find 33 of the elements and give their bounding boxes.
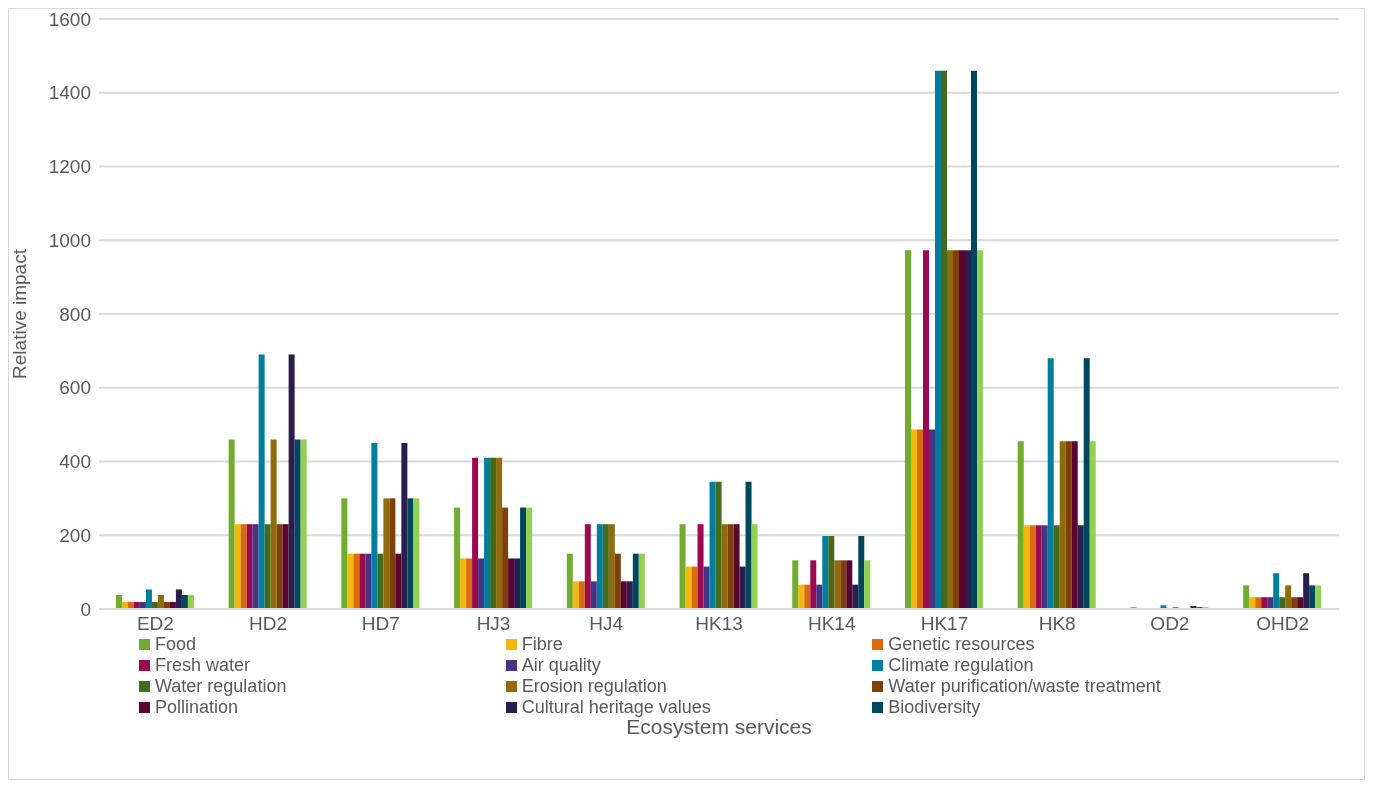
y-tick-label: 200 — [59, 524, 91, 546]
y-axis-title: Relative impact — [8, 248, 30, 379]
y-tick-label: 1400 — [48, 82, 91, 104]
legend-label: Fibre — [521, 634, 563, 655]
y-tick-label: 400 — [59, 451, 91, 473]
x-tick-label: HK13 — [695, 613, 743, 635]
x-tick-label: HJ3 — [476, 613, 511, 635]
legend-label: Air quality — [521, 655, 601, 676]
legend-label: Fresh water — [155, 655, 251, 676]
x-tick-label: HD2 — [249, 613, 288, 635]
x-tick-label: OHD2 — [1256, 613, 1310, 635]
legend-label: Water regulation — [155, 676, 287, 697]
x-tick-label: OD2 — [1150, 613, 1190, 635]
legend-label: Biodiversity — [888, 697, 981, 718]
x-tick-label: HD7 — [361, 613, 400, 635]
legend-label: Cultural heritage values — [521, 697, 711, 718]
x-tick-label: HK14 — [807, 613, 856, 635]
y-tick-label: 600 — [59, 377, 91, 399]
x-tick-label: ED2 — [136, 613, 174, 635]
legend-label: Climate regulation — [888, 655, 1034, 676]
legend-label: Food — [155, 634, 197, 655]
legend-label: Pollination — [155, 697, 239, 718]
y-tick-label: 1000 — [48, 229, 91, 251]
y-tick-label: 0 — [80, 598, 91, 620]
legend-label: Water purification/waste treatment — [888, 676, 1161, 697]
x-tick-label: HK17 — [920, 613, 969, 635]
x-tick-label: HJ4 — [589, 613, 624, 635]
legend-label: Genetic resources — [888, 634, 1035, 655]
x-tick-label: HK8 — [1038, 613, 1076, 635]
y-tick-label: 1600 — [48, 8, 91, 30]
y-tick-label: 1200 — [48, 156, 91, 178]
y-tick-label: 800 — [59, 303, 91, 325]
legend-label: Erosion regulation — [521, 676, 667, 697]
